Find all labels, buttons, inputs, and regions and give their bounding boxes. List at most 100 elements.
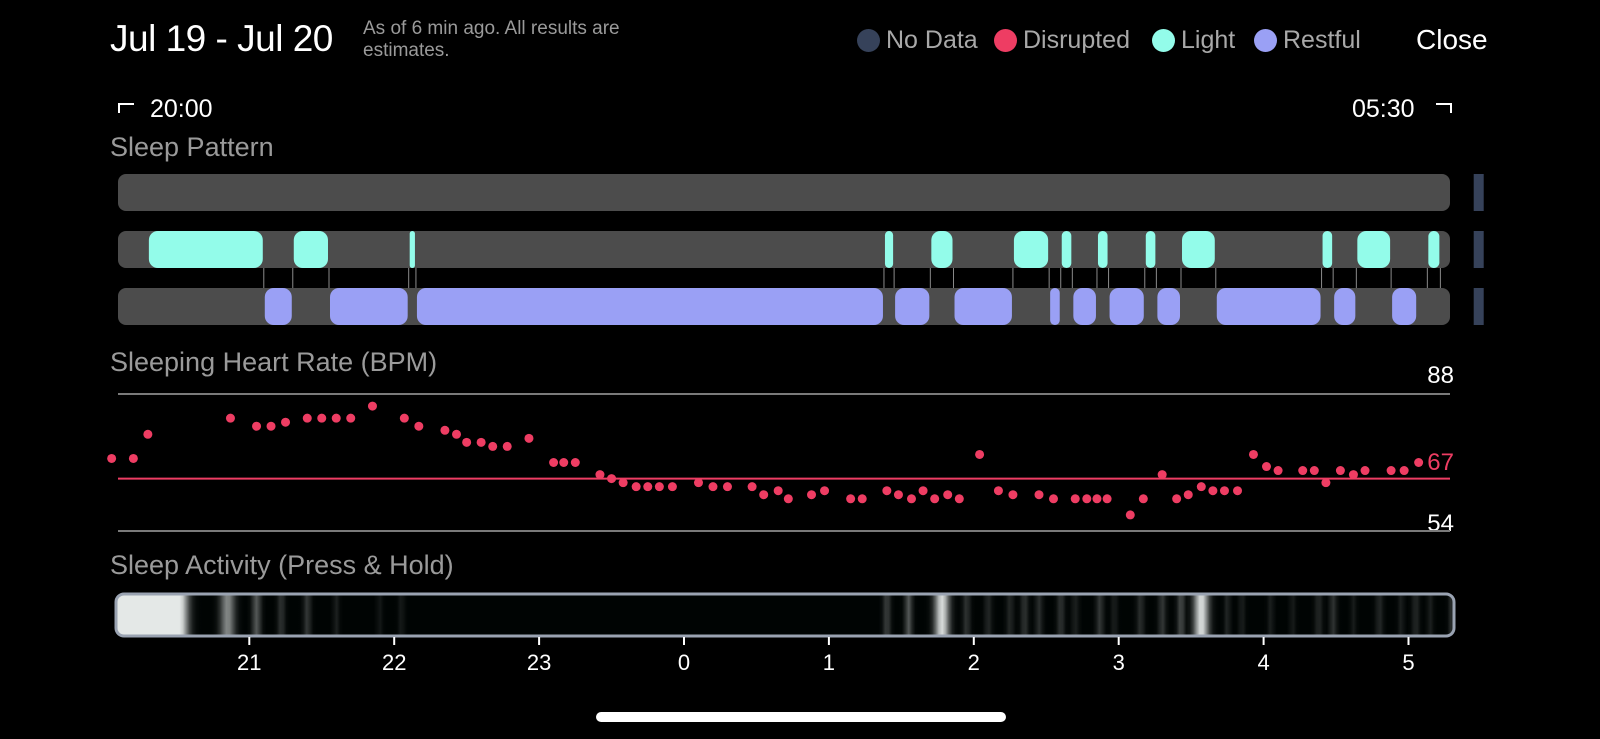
hr-data-point xyxy=(1219,486,1229,496)
hr-data-point xyxy=(708,482,718,492)
hr-data-point xyxy=(1138,494,1148,504)
restful-sleep-segment xyxy=(1334,288,1356,325)
hr-data-point xyxy=(783,494,793,504)
hr-data-point xyxy=(906,494,916,504)
restful-sleep-segment xyxy=(264,288,292,325)
legend-item-light: Light xyxy=(1152,26,1235,55)
hr-data-point xyxy=(266,421,276,431)
hr-data-point xyxy=(631,482,641,492)
hr-data-point xyxy=(975,449,985,459)
x-axis-tick-label: 21 xyxy=(237,650,261,675)
light-sleep-segment xyxy=(148,231,263,268)
restful-sleep-segment xyxy=(1109,288,1144,325)
hr-data-point xyxy=(317,413,327,423)
hr-data-point xyxy=(722,482,732,492)
hr-data-point xyxy=(1348,470,1358,480)
hr-data-point xyxy=(1008,490,1018,500)
hr-data-point xyxy=(1082,494,1092,504)
hr-data-point xyxy=(488,441,498,451)
hr-data-point xyxy=(281,417,291,427)
sleep-activity-title: Sleep Activity (Press & Hold) xyxy=(110,550,454,580)
restful-sleep-segment xyxy=(329,288,408,325)
hr-data-point xyxy=(893,490,903,500)
disrupted-dot-icon xyxy=(994,29,1017,52)
light-sleep-segment xyxy=(1013,231,1049,268)
light-dot-icon xyxy=(1152,29,1175,52)
hr-data-point xyxy=(252,421,262,431)
page-title: Jul 19 - Jul 20 xyxy=(110,18,333,59)
hr-data-point xyxy=(1248,449,1258,459)
pattern-track-row-1 xyxy=(118,174,1450,211)
x-axis-tick-label: 1 xyxy=(823,650,835,675)
hr-data-point xyxy=(1034,490,1044,500)
heart-rate-title: Sleeping Heart Rate (BPM) xyxy=(110,347,438,377)
hr-data-point xyxy=(1298,466,1308,476)
x-axis-tick-label: 22 xyxy=(382,650,406,675)
sleep-pattern-title: Sleep Pattern xyxy=(110,132,274,162)
hr-data-point xyxy=(846,494,856,504)
hr-data-point xyxy=(1273,466,1283,476)
hr-data-point xyxy=(820,486,830,496)
hr-data-point xyxy=(1125,510,1135,520)
no-data-dot-icon xyxy=(857,29,880,52)
hr-data-point xyxy=(654,482,664,492)
hr-data-point xyxy=(1070,494,1080,504)
hr-data-point xyxy=(1183,490,1193,500)
hr-data-point xyxy=(773,486,783,496)
restful-sleep-segment xyxy=(1216,288,1321,325)
hr-data-point xyxy=(918,486,928,496)
no-data-segment-edge xyxy=(1473,288,1484,325)
light-sleep-segment xyxy=(293,231,328,268)
range-end-handle-icon[interactable] xyxy=(1436,103,1452,113)
hr-data-point xyxy=(570,458,580,467)
hr-data-point xyxy=(1233,486,1243,496)
hr-data-point xyxy=(107,453,117,463)
light-sleep-segment xyxy=(1357,231,1391,268)
hr-data-point xyxy=(607,474,617,484)
hr-data-point xyxy=(502,441,512,451)
hr-data-point xyxy=(1208,486,1218,496)
home-indicator[interactable] xyxy=(596,712,1006,722)
legend-label: Restful xyxy=(1283,26,1361,54)
hr-data-point xyxy=(549,458,559,467)
hr-data-point xyxy=(1157,470,1167,480)
restful-sleep-segment xyxy=(1050,288,1060,325)
legend-item-restful: Restful xyxy=(1254,26,1361,55)
x-axis-tick-label: 0 xyxy=(678,650,690,675)
legend-label: No Data xyxy=(886,26,978,54)
hr-data-point xyxy=(747,482,757,492)
range-start-handle-icon[interactable] xyxy=(118,103,134,113)
light-sleep-segment xyxy=(1428,231,1440,268)
hr-data-point xyxy=(1172,494,1182,504)
light-sleep-segment xyxy=(1145,231,1156,268)
hr-data-point xyxy=(857,494,867,504)
hr-data-point xyxy=(1261,462,1271,472)
hr-data-point xyxy=(414,421,424,431)
sleep-activity-chart[interactable]: 21 22 23 0 1 2 3 4 5 xyxy=(0,592,1600,682)
hr-data-point xyxy=(667,482,677,492)
x-axis-tick-label: 2 xyxy=(968,650,980,675)
light-sleep-segment xyxy=(1061,231,1072,268)
close-button[interactable]: Close xyxy=(1416,24,1488,55)
restful-sleep-segment xyxy=(1392,288,1417,325)
hr-data-point xyxy=(643,482,653,492)
x-axis-tick-label: 4 xyxy=(1257,650,1269,675)
hr-max-label: 88 xyxy=(1427,362,1454,389)
hr-data-point xyxy=(1399,466,1409,476)
restful-sleep-segment xyxy=(1157,288,1181,325)
no-data-segment-edge xyxy=(1473,174,1484,211)
sleep-pattern-chart[interactable] xyxy=(0,170,1600,330)
legend-label: Disrupted xyxy=(1023,26,1130,54)
activity-heat-strip[interactable] xyxy=(114,592,1456,638)
light-sleep-segment xyxy=(409,231,415,268)
heart-rate-chart: 88 67 54 xyxy=(107,362,1454,537)
light-sleep-segment xyxy=(1097,231,1108,268)
status-note: As of 6 min ago. All results are estimat… xyxy=(363,18,620,61)
hr-data-point xyxy=(1321,478,1331,488)
restful-sleep-segment xyxy=(416,288,883,325)
hr-data-point xyxy=(399,413,409,423)
hr-data-point xyxy=(807,490,817,500)
range-start-label: 20:00 xyxy=(150,95,213,123)
no-data-segment-edge xyxy=(1473,231,1484,268)
legend-item-no-data: No Data xyxy=(857,26,978,55)
